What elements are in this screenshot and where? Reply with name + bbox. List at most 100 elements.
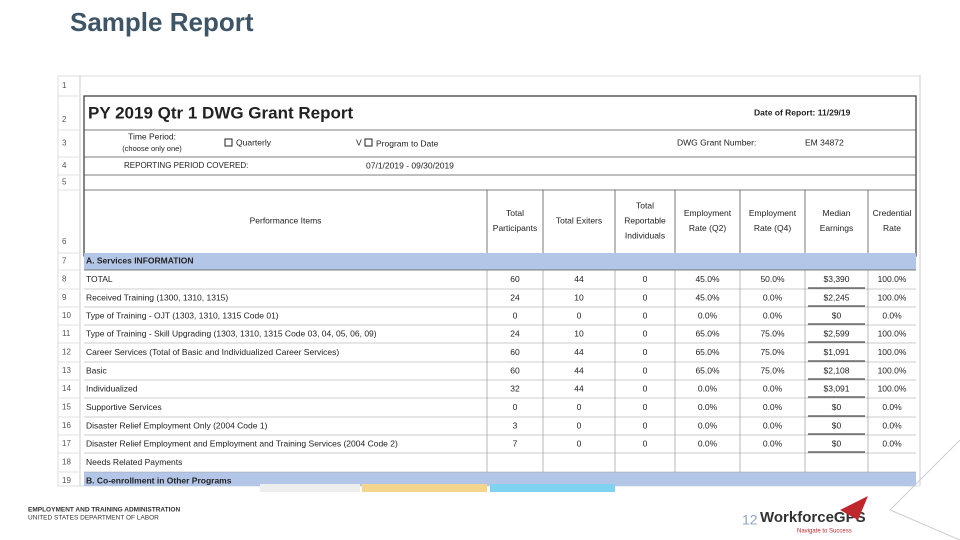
column-header: Employment xyxy=(684,208,732,218)
cell-value: 100.0% xyxy=(878,292,907,302)
brand-icon xyxy=(840,496,868,520)
checkbox xyxy=(364,138,373,147)
row-number: 10 xyxy=(62,311,71,320)
cell-value: 0 xyxy=(643,310,648,320)
cell-value: 44 xyxy=(574,365,584,375)
column-header: Reportable xyxy=(624,215,666,225)
cell-value: 0 xyxy=(643,328,648,338)
row-label: Disaster Relief Employment and Employmen… xyxy=(86,438,398,448)
cell-value: 65.0% xyxy=(695,365,720,375)
cell-value: 60 xyxy=(510,347,520,357)
row-label: TOTAL xyxy=(86,274,113,284)
cell-value: 100.0% xyxy=(878,383,907,393)
row-number: 4 xyxy=(62,161,67,170)
checkbox xyxy=(224,138,233,147)
column-header: Total xyxy=(506,208,524,218)
cell-value: 0 xyxy=(577,310,582,320)
row-number: 17 xyxy=(62,439,71,448)
label: Time Period: xyxy=(128,131,176,141)
column-header: Performance Items xyxy=(250,215,322,225)
row-number: 3 xyxy=(62,139,67,148)
value: EM 34872 xyxy=(805,137,844,147)
cell-value: 0.0% xyxy=(763,292,783,302)
cell-value: $3,390 xyxy=(824,274,850,284)
sheet-frame xyxy=(57,75,921,487)
check-mark: V xyxy=(356,137,362,147)
cell-value: 0.0% xyxy=(763,438,783,448)
cell-value: 0.0% xyxy=(698,438,718,448)
tagline: Navigate to Success xyxy=(797,529,852,535)
cell-value: 0 xyxy=(577,402,582,412)
section-title: A. Services INFORMATION xyxy=(86,255,194,265)
section-band xyxy=(84,472,916,486)
row-label: Disaster Relief Employment Only (2004 Co… xyxy=(86,420,268,430)
row-number: 15 xyxy=(62,403,71,412)
row-number: 1 xyxy=(62,81,67,90)
column-header: Credential xyxy=(873,208,912,218)
cell-value: 7 xyxy=(513,438,518,448)
cell-value: $2,108 xyxy=(824,365,850,375)
row-number: 12 xyxy=(62,348,71,357)
option: Program to Date xyxy=(376,138,439,148)
row-number: 13 xyxy=(62,366,71,375)
cell-value: 0 xyxy=(643,383,648,393)
value: 07/1/2019 - 09/30/2019 xyxy=(366,160,454,170)
cell-value: 44 xyxy=(574,383,584,393)
brand: WorkforceGPS xyxy=(760,509,866,526)
cell-value: 44 xyxy=(574,274,584,284)
row-number: 9 xyxy=(62,293,67,302)
cell-value: 0.0% xyxy=(698,383,718,393)
column-header: Rate (Q2) xyxy=(689,223,726,233)
row-label: Received Training (1300, 1310, 1315) xyxy=(86,292,228,302)
cell-value: 10 xyxy=(574,292,584,302)
cell-value: 0.0% xyxy=(698,310,718,320)
cell-value: 24 xyxy=(510,292,520,302)
report-title: PY 2019 Qtr 1 DWG Grant Report xyxy=(88,103,353,122)
cell-value: 45.0% xyxy=(695,292,720,302)
cell-value: 0.0% xyxy=(882,402,902,412)
cell-value: 0 xyxy=(577,420,582,430)
cell-value: 0 xyxy=(643,438,648,448)
row-number: 2 xyxy=(62,115,67,124)
column-header: Employment xyxy=(749,208,797,218)
cell-value: 0.0% xyxy=(763,310,783,320)
cell-value: 0.0% xyxy=(882,310,902,320)
cell-value: 0 xyxy=(513,402,518,412)
row-number: 16 xyxy=(62,421,71,430)
cell-value: $0 xyxy=(832,420,842,430)
cell-value: 0 xyxy=(643,365,648,375)
cell-value: 60 xyxy=(510,274,520,284)
row-number: 14 xyxy=(62,384,71,393)
row-number: 7 xyxy=(62,257,67,266)
label: (choose only one) xyxy=(122,144,182,153)
row-number: 6 xyxy=(62,237,67,246)
column-header: Total Exiters xyxy=(556,215,602,225)
cell-value: 75.0% xyxy=(760,365,785,375)
cell-value: 50.0% xyxy=(760,274,785,284)
cell-value: 0.0% xyxy=(882,438,902,448)
agency-line: UNITED STATES DEPARTMENT OF LABOR xyxy=(28,515,159,522)
cell-value: 10 xyxy=(574,328,584,338)
cell-value: 0 xyxy=(643,420,648,430)
row-number: 5 xyxy=(62,178,67,187)
row-number: 11 xyxy=(62,329,71,338)
cell-value: $0 xyxy=(832,402,842,412)
column-header: Median xyxy=(823,208,851,218)
section-band xyxy=(84,253,916,270)
row-label: Career Services (Total of Basic and Indi… xyxy=(86,347,339,357)
cell-value: 0.0% xyxy=(698,402,718,412)
cell-value: 65.0% xyxy=(695,328,720,338)
cell-value: 100.0% xyxy=(878,347,907,357)
row-number: 19 xyxy=(62,476,71,485)
cell-value: $3,091 xyxy=(824,383,850,393)
section-title: B. Co-enrollment in Other Programs xyxy=(86,475,232,485)
cell-value: $0 xyxy=(832,310,842,320)
cell-value: 0.0% xyxy=(763,420,783,430)
sheet-tabs xyxy=(260,484,615,492)
cell-value: $2,245 xyxy=(824,292,850,302)
cell-value: 65.0% xyxy=(695,347,720,357)
column-header: Rate xyxy=(883,223,901,233)
